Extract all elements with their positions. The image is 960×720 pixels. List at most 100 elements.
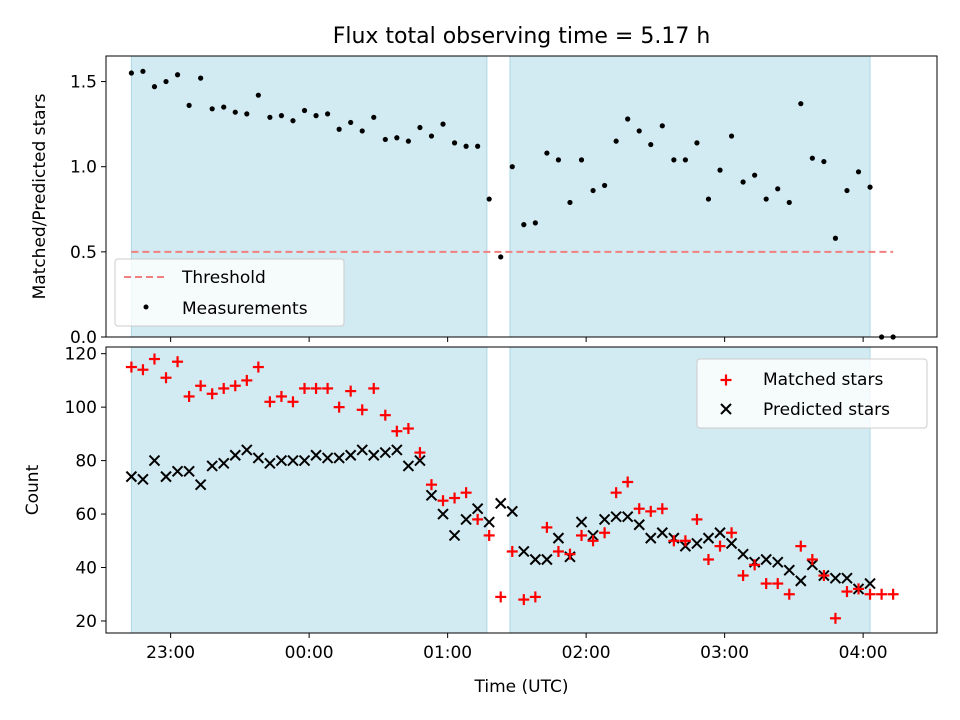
matched-stars-point [783, 588, 795, 600]
top-y-tick-label: 0.0 [70, 328, 97, 348]
top-legend: Threshold Measurements [114, 258, 345, 327]
matched-stars-point [645, 505, 657, 517]
matched-stars-point [518, 594, 530, 606]
predicted-stars-point [298, 454, 311, 467]
predicted-stars-point [598, 513, 611, 526]
predicted-stars-point [437, 508, 449, 520]
matched-stars-point [472, 513, 484, 525]
measurement-point [752, 172, 758, 178]
measurement-point [509, 164, 515, 170]
predicted-stars-point [691, 537, 703, 550]
matched-stars-point [206, 388, 218, 400]
matched-stars-point [829, 612, 841, 624]
predicted-stars-point [241, 444, 253, 456]
matched-stars-point [702, 553, 714, 565]
matched-stars-point [414, 447, 426, 459]
predicted-stars-point [310, 449, 322, 461]
predicted-stars-point [321, 452, 334, 464]
predicted-stars-point [148, 454, 161, 467]
matched-stars-point [495, 591, 507, 603]
matched-stars-point [460, 487, 472, 499]
predicted-stars-point [206, 460, 218, 472]
matched-stars-point [506, 545, 518, 557]
measurement-point [371, 114, 377, 120]
matched-stars-point [299, 382, 311, 394]
measurement-point [798, 101, 804, 107]
matched-stars-point [841, 586, 853, 598]
measurement-point [255, 92, 261, 98]
measurement-point [417, 124, 423, 131]
measurement-point [578, 157, 585, 163]
x-tick-label: 02:00 [562, 643, 611, 663]
measurement-point [821, 158, 827, 165]
predicted-stars-point [414, 454, 426, 467]
matched-stars-point [356, 404, 368, 416]
matched-stars-point [391, 425, 403, 437]
bottom-y-axis-label: Count [23, 464, 43, 515]
matched-stars-point [541, 521, 553, 533]
predicted-stars-point [529, 553, 542, 566]
measurements-legend-swatch [143, 304, 149, 310]
measurement-point [267, 114, 273, 120]
predicted-stars-point [702, 532, 715, 544]
predicted-stars-point [621, 511, 634, 523]
measurement-point [221, 104, 227, 110]
matched-stars-point [241, 374, 253, 386]
bottom-y-tick-label: 80 [75, 452, 97, 472]
measurement-point [555, 157, 562, 163]
matched-stars-point [148, 353, 160, 365]
measurement-point [705, 196, 712, 202]
measurement-point [775, 186, 781, 192]
measurement-point [475, 143, 481, 149]
matched-stars-point [795, 540, 807, 552]
matched-stars-point [425, 479, 437, 491]
measurement-point [313, 113, 319, 119]
matched-stars-point [264, 396, 276, 408]
matched-stars-point [576, 529, 588, 541]
measurement-point [625, 116, 631, 122]
measurement-point [521, 222, 527, 228]
predicted-stars-point [333, 452, 345, 464]
measurement-point [336, 126, 342, 132]
predicted-stars-point [171, 465, 184, 477]
matched-stars-point [633, 503, 645, 515]
matched-stars-point [345, 385, 357, 397]
bottom-panel: 20 40 60 80 100 120 23:00 00:00 01:00 02:00 03:00 0… [23, 345, 938, 697]
predicted-stars-point [552, 532, 565, 544]
predicted-stars-point [183, 465, 195, 477]
predicted-stars-point [425, 489, 438, 502]
measurement-point [636, 128, 642, 134]
x-tick-label: 01:00 [423, 643, 472, 663]
measurement-point [532, 220, 538, 226]
matched-stars-point [622, 476, 634, 488]
predicted-stars-point [218, 457, 230, 469]
measurement-point [451, 140, 458, 146]
matched-stars-point [437, 495, 449, 507]
matched-stars-point [229, 380, 241, 392]
matched-stars-point [195, 380, 207, 392]
x-tick-label: 00:00 [285, 643, 334, 663]
bottom-shaded-interval [130, 346, 488, 634]
matched-stars-point [772, 578, 784, 590]
matched-stars-point [587, 535, 599, 547]
matched-stars-point [876, 588, 888, 600]
predicted-stars-point [275, 454, 288, 467]
matched-stars-point [864, 588, 876, 600]
predicted-stars-point [737, 548, 749, 560]
matched-stars-point [483, 529, 495, 541]
measurement-point [694, 140, 700, 146]
bottom-y-tick-label: 60 [75, 505, 97, 525]
measurement-point [140, 68, 146, 74]
measurement-point [648, 141, 654, 148]
predicted-stars-point [495, 497, 507, 510]
measurement-point [232, 109, 238, 115]
matched-stars-point [564, 548, 576, 560]
bottom-legend: Matched stars Predicted stars [696, 358, 928, 429]
predicted-stars-point [356, 444, 368, 456]
measurement-point [728, 133, 735, 139]
matched-stars-point [552, 545, 564, 557]
predicted-stars-point [714, 527, 726, 539]
top-y-tick-label: 0.5 [70, 243, 97, 263]
matched-stars-point [610, 487, 622, 499]
